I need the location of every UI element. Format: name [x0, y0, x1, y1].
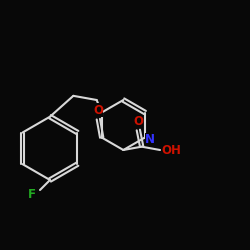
- Text: N: N: [92, 103, 102, 116]
- Text: OH: OH: [161, 144, 181, 156]
- Text: F: F: [28, 188, 36, 201]
- Text: O: O: [133, 115, 143, 128]
- Text: O: O: [93, 104, 103, 117]
- Text: N: N: [145, 133, 155, 146]
